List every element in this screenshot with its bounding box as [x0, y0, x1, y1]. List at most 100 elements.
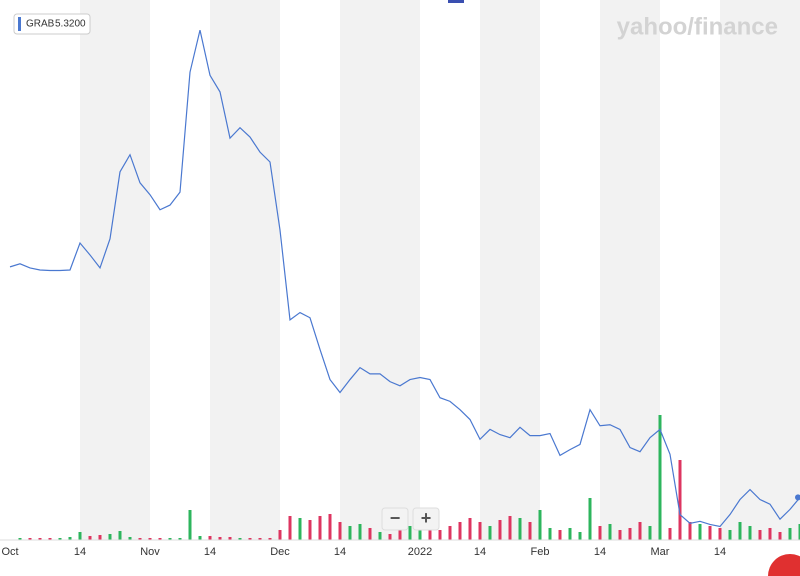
zoom-out-label: −: [390, 508, 401, 528]
volume-bar: [488, 526, 492, 540]
volume-bar: [118, 531, 122, 540]
zoom-in-label: +: [421, 508, 432, 528]
volume-bar: [248, 538, 252, 540]
volume-bar: [198, 536, 202, 540]
volume-bar: [458, 522, 462, 540]
volume-bar: [758, 530, 762, 540]
volume-bar: [568, 528, 572, 540]
volume-bar: [218, 537, 222, 540]
volume-bar: [648, 526, 652, 540]
volume-bar: [288, 516, 292, 540]
volume-bar: [598, 526, 602, 540]
volume-bar: [238, 538, 242, 540]
volume-bar: [738, 522, 742, 540]
volume-bar: [278, 530, 282, 540]
volume-bar: [638, 522, 642, 540]
watermark: yahoo/finance: [617, 13, 778, 40]
volume-bar: [368, 528, 372, 540]
volume-bar: [388, 534, 392, 540]
volume-bar: [38, 538, 42, 540]
volume-bar: [138, 538, 142, 540]
zoom-in[interactable]: +: [412, 507, 440, 531]
price-line: [9, 29, 800, 528]
volume-bar: [158, 538, 162, 540]
volume-bar: [98, 535, 102, 540]
volume-bar: [468, 518, 472, 540]
volume-bar: [378, 532, 382, 540]
month-band: [80, 0, 150, 540]
volume-bar: [618, 530, 622, 540]
x-tick-label: Feb: [531, 546, 550, 558]
legend-box: [13, 13, 91, 35]
month-band: [600, 0, 660, 540]
volume-bar: [748, 526, 752, 540]
volume-bar: [58, 538, 62, 540]
volume-bar: [398, 530, 402, 540]
x-tick-label: 14: [74, 546, 86, 558]
volume-bar: [658, 415, 662, 540]
zoom-out[interactable]: −: [381, 507, 409, 531]
volume-bar: [438, 530, 442, 540]
volume-bar: [688, 522, 692, 540]
legend-value: 5.3200: [55, 19, 86, 30]
volume-bar: [588, 498, 592, 540]
volume-bar: [228, 537, 232, 540]
x-tick-label: 2022: [408, 546, 432, 558]
volume-bar: [428, 524, 432, 540]
volume-bar: [608, 524, 612, 540]
volume-bar: [328, 514, 332, 540]
volume-bar: [148, 538, 152, 540]
volume-bar: [478, 522, 482, 540]
x-tick-label: 14: [334, 546, 346, 558]
volume-bar: [508, 516, 512, 540]
volume-bar: [298, 518, 302, 540]
volume-bar: [578, 532, 582, 540]
x-tick-label: 14: [474, 546, 486, 558]
x-tick-label: Mar: [651, 546, 670, 558]
volume-bar: [48, 538, 52, 540]
volume-bar: [548, 528, 552, 540]
volume-bar: [108, 534, 112, 540]
volume-bar: [768, 528, 772, 540]
volume-bar: [558, 530, 562, 540]
volume-bar: [358, 524, 362, 540]
volume-bar: [448, 526, 452, 540]
volume-bar: [28, 538, 32, 540]
month-band: [480, 0, 540, 540]
x-tick-label: 14: [204, 546, 216, 558]
volume-bar: [698, 524, 702, 540]
month-band: [210, 0, 280, 540]
last-point: [795, 494, 800, 501]
volume-bar: [778, 532, 782, 540]
volume-bar: [88, 536, 92, 540]
volume-bar: [538, 510, 542, 540]
volume-bar: [168, 538, 172, 540]
volume-bar: [528, 522, 532, 540]
volume-bar: [718, 528, 722, 540]
volume-bar: [18, 538, 22, 540]
volume-bar: [178, 538, 182, 540]
volume-bar: [128, 537, 132, 540]
volume-bar: [418, 522, 422, 540]
month-band: [720, 0, 800, 540]
volume-bar: [258, 538, 262, 540]
volume-bar: [68, 537, 72, 540]
x-tick-label: 14: [714, 546, 726, 558]
volume-bar: [338, 522, 342, 540]
logo: [768, 554, 800, 576]
volume-bar: [308, 520, 312, 540]
volume-bar: [728, 530, 732, 540]
volume-bar: [518, 518, 522, 540]
volume-bar: [188, 510, 192, 540]
x-tick-label: Oct: [1, 546, 18, 558]
volume-bar: [668, 528, 672, 540]
indicator: [448, 0, 464, 3]
x-tick-label: Dec: [270, 546, 290, 558]
legend-swatch: [18, 17, 21, 31]
volume-bar: [498, 520, 502, 540]
volume-bar: [788, 528, 792, 540]
x-tick-label: Nov: [140, 546, 160, 558]
volume-bar: [628, 528, 632, 540]
legend-label: GRAB: [26, 19, 55, 30]
volume-bar: [318, 516, 322, 540]
